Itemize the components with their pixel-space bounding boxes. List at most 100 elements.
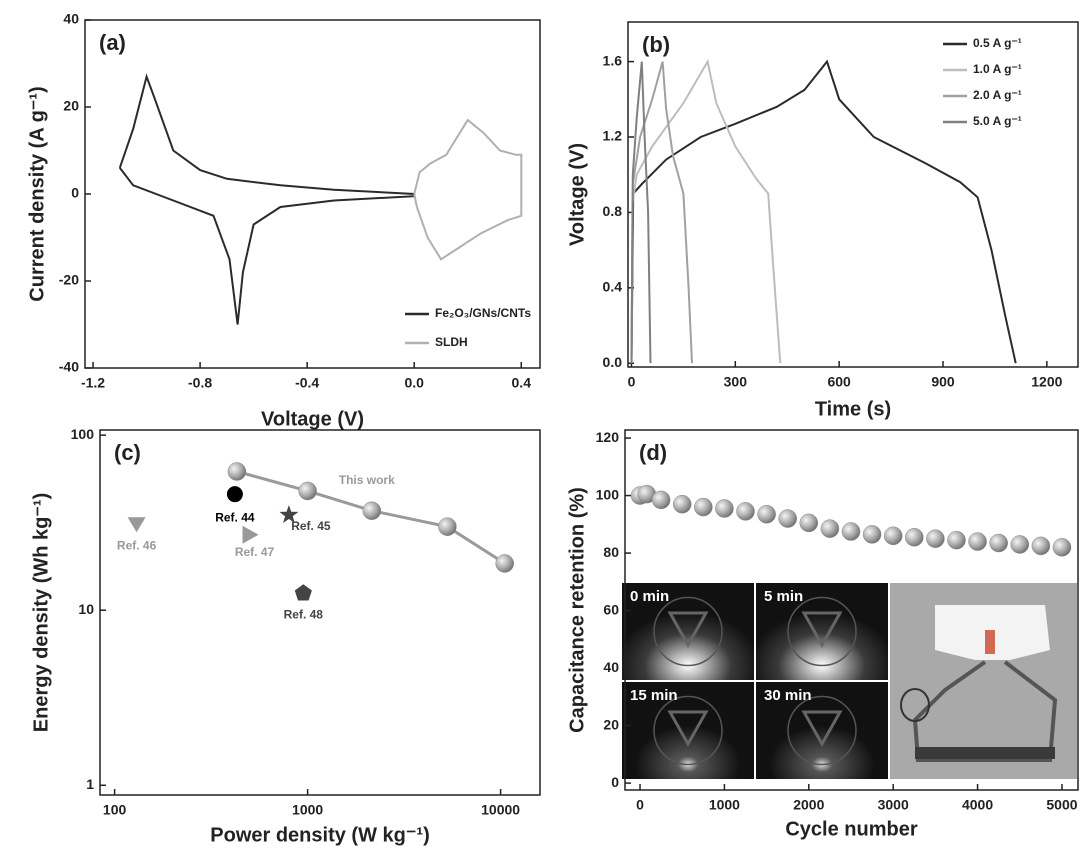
pentagon <box>294 584 312 601</box>
y-axis-label: Voltage (V) <box>566 143 588 246</box>
panel: -1.2 -0.8 -0.4 0.0 0.4 -40 -20 0 20 40 (a) Voltage … <box>26 11 541 430</box>
point-annotation: Ref. 45 <box>291 519 331 533</box>
panel-label: (c) <box>114 440 141 465</box>
sphere-marker <box>947 530 966 550</box>
sphere-marker <box>495 554 514 573</box>
device-strip <box>915 747 1055 759</box>
y-tick-label: 20 <box>63 98 79 114</box>
device-led <box>985 630 995 654</box>
y-axis-label: Capacitance retention (%) <box>566 487 588 733</box>
panel-label: (b) <box>642 32 670 57</box>
inset-ring <box>787 695 857 766</box>
inset-logo <box>667 710 709 748</box>
point-annotation: Ref. 44 <box>215 510 255 524</box>
sphere-marker <box>905 528 924 547</box>
point-annotation: Ref. 46 <box>117 538 157 552</box>
sphere-marker <box>799 513 819 533</box>
point-annotation: Ref. 47 <box>235 545 275 559</box>
x-tick-label: 1000 <box>709 797 740 813</box>
y-tick-label: 1.2 <box>603 128 623 144</box>
x-tick-label: 0 <box>636 797 644 813</box>
sphere-marker <box>694 497 713 517</box>
plot-frame <box>627 21 1079 368</box>
x-axis-label: Power density (W kg⁻¹) <box>210 824 429 846</box>
y-tick-label: 0 <box>611 774 619 790</box>
data-line <box>630 61 652 364</box>
x-tick-label: 3000 <box>878 797 909 813</box>
y-axis-label: Energy density (Wh kg⁻¹) <box>30 493 52 732</box>
x-tick-label: 600 <box>827 374 851 390</box>
inset-photo <box>756 583 888 680</box>
panel: 100 1000 10000 1 10 100 (c) Power density (W kg… <box>30 426 541 846</box>
x-tick-label: 0.4 <box>512 375 532 391</box>
x-tick-label: 100 <box>103 802 127 818</box>
inset-label: 5 min <box>764 588 803 605</box>
circle-marker <box>226 486 243 503</box>
x-axis-label: Voltage (V) <box>261 408 364 430</box>
sphere-marker <box>438 517 457 536</box>
data-line <box>630 59 1017 364</box>
y-tick-label: 20 <box>603 716 619 732</box>
sphere-marker <box>968 532 987 551</box>
y-tick-label: 0.4 <box>603 279 623 295</box>
y-tick-label: 40 <box>603 659 619 675</box>
panel-label: (d) <box>639 440 667 465</box>
sphere-marker <box>1031 536 1051 556</box>
x-axis-label: Cycle number <box>785 818 917 840</box>
sphere-marker <box>715 499 734 518</box>
data-line <box>630 58 782 364</box>
x-axis-label: Time (s) <box>815 398 891 420</box>
device-wire <box>912 660 1058 762</box>
x-tick-label: 1000 <box>292 802 323 818</box>
y-tick-label: 80 <box>603 544 619 560</box>
y-tick-label: 60 <box>603 601 619 617</box>
y-tick-label: -40 <box>59 359 79 375</box>
x-tick-label: 0 <box>628 374 636 390</box>
inset-label: 15 min <box>630 687 678 704</box>
data-line <box>630 61 693 364</box>
inset-ring <box>787 596 857 667</box>
inset-label: 0 min <box>630 588 669 605</box>
legend-label: 2.0 A g⁻¹ <box>973 88 1022 102</box>
x-tick-label: -0.8 <box>188 375 212 391</box>
sphere-marker <box>883 526 903 546</box>
inset-photo <box>622 583 754 680</box>
x-tick-label: 10000 <box>481 802 520 818</box>
y-tick-label: 1.6 <box>603 52 623 68</box>
legend-label: SLDH <box>435 335 468 349</box>
y-tick-label: 10 <box>78 601 94 617</box>
x-tick-label: 2000 <box>793 797 824 813</box>
sphere-marker <box>736 502 755 521</box>
legend-label: 1.0 A g⁻¹ <box>973 62 1022 76</box>
data-line <box>118 73 416 325</box>
panel-label: (a) <box>99 30 126 55</box>
triangle-right <box>242 525 259 544</box>
x-tick-label: 1200 <box>1031 374 1062 390</box>
y-axis-label: Current density (A g⁻¹) <box>26 86 48 301</box>
y-tick-label: 120 <box>596 429 620 445</box>
y-tick-label: 100 <box>596 486 620 502</box>
sphere-marker <box>757 504 776 524</box>
y-tick-label: 100 <box>71 426 95 442</box>
x-tick-label: -1.2 <box>81 375 105 391</box>
device-clip <box>900 688 930 722</box>
inset-ring <box>653 695 723 766</box>
legend-label: 5.0 A g⁻¹ <box>973 114 1022 128</box>
y-tick-label: 0.8 <box>603 203 623 219</box>
sphere-marker <box>989 533 1008 553</box>
panel: 0 300 600 900 1200 0.0 0.4 0.8 1.2 1.6 (b) Time (s)… <box>566 21 1079 420</box>
x-tick-label: 300 <box>724 374 748 390</box>
y-tick-label: -20 <box>59 272 79 288</box>
point-annotation: Ref. 48 <box>284 607 324 621</box>
legend-label: Fe₂O₃/GNs/CNTs <box>435 306 531 320</box>
triangle-down <box>127 517 146 533</box>
sphere-marker <box>672 494 692 514</box>
inset-label: 30 min <box>764 687 812 704</box>
x-tick-label: 4000 <box>962 797 993 813</box>
sphere-marker <box>926 529 945 548</box>
x-tick-label: -0.4 <box>295 375 319 391</box>
legend-label: 0.5 A g⁻¹ <box>973 36 1022 50</box>
sphere-marker <box>1052 538 1072 557</box>
sphere-marker <box>862 525 882 544</box>
